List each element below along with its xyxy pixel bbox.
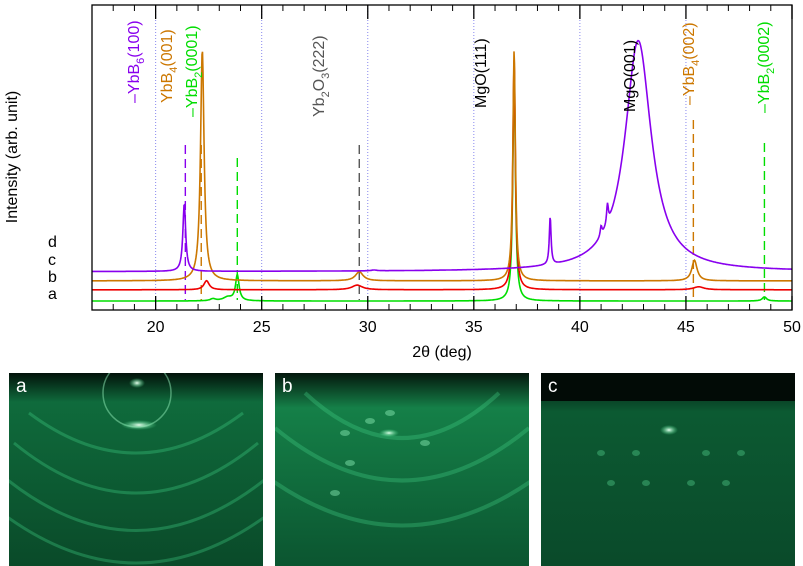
peak-label-ybb2-0001: –YbB2(0001) (184, 25, 205, 117)
series-line-b (92, 60, 792, 291)
x-tick-label: 35 (465, 319, 483, 336)
peak-label-mgo-001: MgO(001) (622, 40, 639, 112)
x-tick-label: 45 (677, 319, 695, 336)
x-tick-label: 25 (253, 319, 271, 336)
x-axis-label: 2θ (deg) (412, 344, 472, 361)
plot-frame (91, 4, 793, 311)
series-line-a (92, 71, 792, 302)
peak-label-ybb4-002: –YbB4(002) (681, 22, 702, 105)
reference-lines (184, 120, 766, 300)
peak-label-yb2o3-222: Yb2O3(222) (311, 35, 332, 117)
x-tick-label: 30 (359, 319, 377, 336)
rheed-panel-b: b (275, 373, 529, 566)
x-ticks: 20 25 30 35 40 45 50 (112, 5, 801, 336)
gridlines (155, 5, 687, 310)
rheed-image-c (541, 373, 795, 566)
rheed-image-a (9, 373, 263, 566)
series-label-c: c (48, 252, 56, 269)
series-line-d (92, 39, 792, 273)
y-axis-label: Intensity (arb. unit) (4, 91, 21, 224)
rheed-label-b: b (282, 376, 293, 397)
peak-label-mgo-111: MgO(111) (473, 38, 490, 108)
rheed-label-a: a (16, 376, 27, 397)
x-tick-label: 50 (783, 319, 801, 336)
x-tick-label: 40 (571, 319, 589, 336)
rheed-panel-a: a (9, 373, 263, 566)
x-tick-label: 20 (147, 319, 165, 336)
rheed-panel-c: c (541, 373, 795, 566)
series-label-a: a (48, 286, 57, 303)
xrd-chart: 20 25 30 35 40 45 50 d c b a Intensity (arb. u… (4, 4, 801, 361)
peak-label-ybb4-001: YbB4(001) (159, 29, 180, 103)
peak-label-ybb6-100: –YbB6(100) (126, 20, 147, 103)
series-line-c (92, 51, 792, 282)
series-label-d: d (48, 234, 57, 251)
series-label-b: b (48, 269, 57, 286)
rheed-image-b (275, 373, 529, 566)
rheed-label-c: c (548, 376, 558, 397)
peak-label-ybb2-0002: –YbB2(0002) (756, 21, 777, 113)
xrd-curves (92, 39, 792, 302)
